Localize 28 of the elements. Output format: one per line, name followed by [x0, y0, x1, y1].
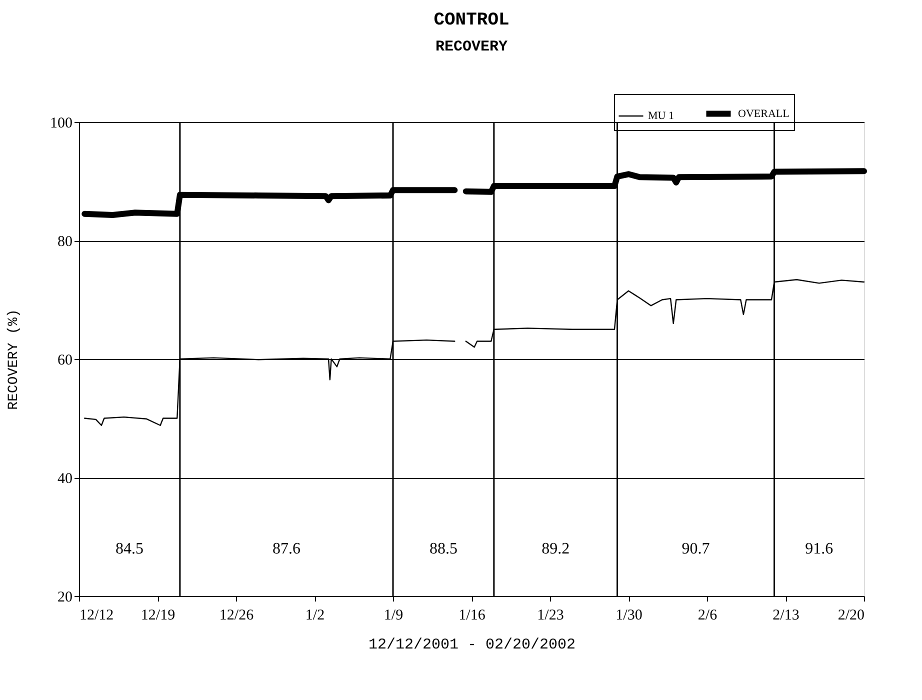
- x-tick-label: 1/9: [384, 608, 404, 624]
- annotation: 91.6: [805, 540, 834, 558]
- x-tick-label: 1/2: [305, 608, 325, 624]
- chart-title: CONTROL: [434, 10, 510, 30]
- y-tick-label: 20: [58, 590, 72, 606]
- y-axis-title: RECOVERY (%): [6, 309, 22, 410]
- annotation: 90.7: [682, 540, 710, 558]
- y-tick-label: 100: [50, 116, 72, 132]
- x-tick-label: 1/30: [616, 608, 642, 624]
- annotation: 89.2: [542, 540, 570, 558]
- legend-label: OVERALL: [738, 108, 790, 120]
- x-tick-label: 2/13: [772, 608, 800, 624]
- chart-subtitle: RECOVERY: [435, 38, 508, 56]
- x-tick-label: 2/6: [698, 608, 718, 624]
- x-axis-title: 12/12/2001 - 02/20/2002: [368, 636, 576, 654]
- annotation: 87.6: [272, 540, 300, 558]
- annotation: 88.5: [429, 540, 458, 558]
- y-tick-label: 60: [58, 352, 72, 368]
- x-tick-label: 2/20: [838, 608, 864, 624]
- y-tick-label: 40: [58, 471, 72, 487]
- y-tick-label: 80: [58, 234, 72, 250]
- annotation: 84.5: [115, 540, 144, 558]
- legend-label: MU 1: [648, 110, 674, 122]
- x-tick-label: 12/12: [80, 608, 114, 624]
- x-tick-label: 1/23: [537, 608, 564, 624]
- x-tick-label: 12/19: [140, 608, 176, 624]
- x-tick-label: 1/16: [458, 608, 486, 624]
- x-tick-label: 12/26: [219, 608, 254, 624]
